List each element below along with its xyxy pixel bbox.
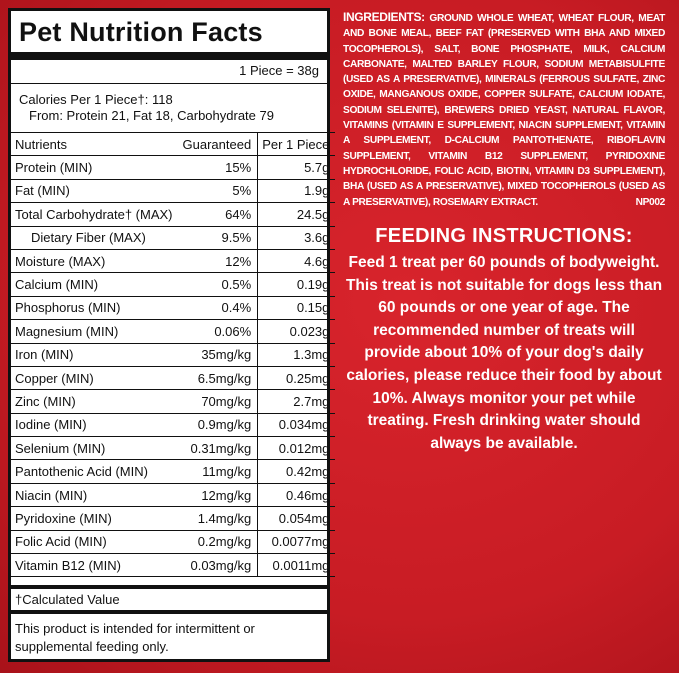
nutrient-table: Nutrients Guaranteed Per 1 Piece Protein… bbox=[11, 132, 336, 578]
nutrient-cell: Moisture (MAX) bbox=[11, 249, 179, 274]
nutrient-cell: 64% bbox=[178, 202, 259, 227]
nutrient-cell: Dietary Fiber (MAX) bbox=[11, 226, 179, 250]
nutrient-cell: Niacin (MIN) bbox=[11, 483, 179, 508]
nutrient-cell: 0.9mg/kg bbox=[178, 413, 259, 438]
nutrient-cell: 0.03mg/kg bbox=[178, 553, 259, 578]
feeding: FEEDING INSTRUCTIONS: Feed 1 treat per 6… bbox=[343, 225, 665, 455]
nutrient-cell: 1.3mg bbox=[257, 343, 336, 367]
nutrient-row: Calcium (MIN) 0.5% 0.19g bbox=[11, 272, 336, 297]
nutrient-cell: 70mg/kg bbox=[178, 389, 259, 414]
nutrient-cell: Calcium (MIN) bbox=[11, 272, 179, 297]
nutrient-row: Fat (MIN) 5% 1.9g bbox=[11, 179, 336, 204]
nutrient-cell: 1.9g bbox=[257, 179, 336, 204]
ingredients: INGREDIENTS: GROUND WHOLE WHEAT, WHEAT F… bbox=[343, 10, 665, 210]
nutrient-cell: 5% bbox=[178, 179, 259, 204]
nutrient-cell: 1.4mg/kg bbox=[178, 506, 259, 531]
nutrient-cell: 2.7mg bbox=[257, 389, 336, 414]
nutrient-cell: Zinc (MIN) bbox=[11, 389, 179, 414]
nutrient-cell: Copper (MIN) bbox=[11, 366, 179, 391]
nutrient-cell: 0.46mg bbox=[257, 483, 336, 508]
nutrient-row: Niacin (MIN) 12mg/kg 0.46mg bbox=[11, 483, 336, 508]
nutrient-cell: 0.31mg/kg bbox=[178, 436, 259, 461]
feeding-title: FEEDING INSTRUCTIONS: bbox=[375, 225, 633, 247]
nutrient-cell: Folic Acid (MIN) bbox=[11, 530, 179, 555]
panel-title: Pet Nutrition Facts bbox=[19, 17, 263, 47]
nutrient-cell: Total Carbohydrate† (MAX) bbox=[11, 202, 179, 227]
nutrient-cell: 0.5% bbox=[178, 272, 259, 297]
nutrient-row: Selenium (MIN) 0.31mg/kg 0.012mg bbox=[11, 436, 336, 461]
nutrient-cell: 6.5mg/kg bbox=[178, 366, 259, 391]
nutrient-cell: 0.19g bbox=[257, 272, 336, 297]
nutrient-row: Phosphorus (MIN) 0.4% 0.15g bbox=[11, 296, 336, 321]
nutrient-row: Pantothenic Acid (MIN) 11mg/kg 0.42mg bbox=[11, 459, 336, 484]
nutrient-cell: 35mg/kg bbox=[178, 343, 259, 367]
nutrient-cell: Phosphorus (MIN) bbox=[11, 296, 179, 321]
nutrient-cell: 12mg/kg bbox=[178, 483, 259, 508]
nutrient-cell: Iodine (MIN) bbox=[11, 413, 179, 438]
ingredients-label: INGREDIENTS: bbox=[343, 10, 425, 24]
nutrition-panel: Pet Nutrition Facts 1 Piece = 38g Calori… bbox=[8, 8, 336, 662]
nutrient-cell: 15% bbox=[178, 155, 259, 180]
nutrient-cell: Protein (MIN) bbox=[11, 155, 179, 180]
nutrient-cell: 0.0077mg bbox=[257, 530, 336, 555]
nutrient-cell: 0.012mg bbox=[257, 436, 336, 461]
nutrient-cell: 0.25mg bbox=[257, 366, 336, 391]
nutrient-row: Folic Acid (MIN) 0.2mg/kg 0.0077mg bbox=[11, 530, 336, 555]
nutrient-row: Protein (MIN) 15% 5.7g bbox=[11, 155, 336, 180]
nutrient-cell: Fat (MIN) bbox=[11, 179, 179, 204]
feeding-text: Feed 1 treat per 60 pounds of bodyweight… bbox=[345, 254, 663, 452]
nutrient-cell: 11mg/kg bbox=[178, 459, 259, 484]
nutrient-cell: 0.2mg/kg bbox=[178, 530, 259, 555]
nutrient-cell: 0.023g bbox=[257, 319, 336, 344]
nutrient-cell: Iron (MIN) bbox=[11, 343, 179, 367]
nutrient-row: Copper (MIN) 6.5mg/kg 0.25mg bbox=[11, 366, 336, 391]
nutrient-row: Pyridoxine (MIN) 1.4mg/kg 0.054mg bbox=[11, 506, 336, 531]
nutrient-cell: 0.15g bbox=[257, 296, 336, 321]
calories-from: From: Protein 21, Fat 18, Carbohydrate 7… bbox=[29, 108, 274, 123]
nutrient-cell: 0.42mg bbox=[257, 459, 336, 484]
nutrient-cell: 0.034mg bbox=[257, 413, 336, 438]
nutrient-row: Dietary Fiber (MAX) 9.5% 3.6g bbox=[11, 226, 336, 250]
serving-size: 1 Piece = 38g bbox=[11, 52, 327, 84]
header-row: Nutrients Guaranteed Per 1 Piece bbox=[11, 132, 336, 157]
nutrient-cell: Pantothenic Acid (MIN) bbox=[11, 459, 179, 484]
nutrient-cell: 9.5% bbox=[178, 226, 259, 250]
nutrient-row: Zinc (MIN) 70mg/kg 2.7mg bbox=[11, 389, 336, 414]
nutrient-cell: Vitamin B12 (MIN) bbox=[11, 553, 179, 578]
nutrient-cell: 0.06% bbox=[178, 319, 259, 344]
nutrient-cell: 3.6g bbox=[257, 226, 336, 250]
calories: Calories Per 1 Piece†: 118 From: Protein… bbox=[11, 84, 327, 132]
footnote: †Calculated Value bbox=[11, 585, 327, 610]
nutrient-row: Iodine (MIN) 0.9mg/kg 0.034mg bbox=[11, 413, 336, 438]
nutrient-cell: Pyridoxine (MIN) bbox=[11, 506, 179, 531]
nutrient-row: Iron (MIN) 35mg/kg 1.3mg bbox=[11, 343, 336, 367]
nutrient-cell: 4.6g bbox=[257, 249, 336, 274]
nutrient-cell: 0.4% bbox=[178, 296, 259, 321]
header-cell: Guaranteed bbox=[178, 132, 259, 157]
nutrient-row: Total Carbohydrate† (MAX) 64% 24.5g bbox=[11, 202, 336, 227]
calories-line: Calories Per 1 Piece†: 118 bbox=[19, 92, 173, 107]
nutrient-cell: 0.054mg bbox=[257, 506, 336, 531]
nutrient-cell: 5.7g bbox=[257, 155, 336, 180]
nutrient-cell: Selenium (MIN) bbox=[11, 436, 179, 461]
nutrient-row: Magnesium (MIN) 0.06% 0.023g bbox=[11, 319, 336, 344]
nutrient-row: Moisture (MAX) 12% 4.6g bbox=[11, 249, 336, 274]
nutrient-cell: 0.0011mg bbox=[257, 553, 336, 578]
ingredients-text: GROUND WHOLE WHEAT, WHEAT FLOUR, MEAT AN… bbox=[343, 13, 666, 208]
nutrient-cell: 12% bbox=[178, 249, 259, 274]
nutrient-cell: Magnesium (MIN) bbox=[11, 319, 179, 344]
nutrient-cell: 24.5g bbox=[257, 202, 336, 227]
note: This product is intended for intermitten… bbox=[11, 610, 327, 662]
header-cell: Nutrients bbox=[11, 132, 179, 157]
nutrient-row: Vitamin B12 (MIN) 0.03mg/kg 0.0011mg bbox=[11, 553, 336, 578]
header-cell: Per 1 Piece bbox=[257, 132, 336, 157]
product-code: NP002 bbox=[635, 196, 666, 208]
